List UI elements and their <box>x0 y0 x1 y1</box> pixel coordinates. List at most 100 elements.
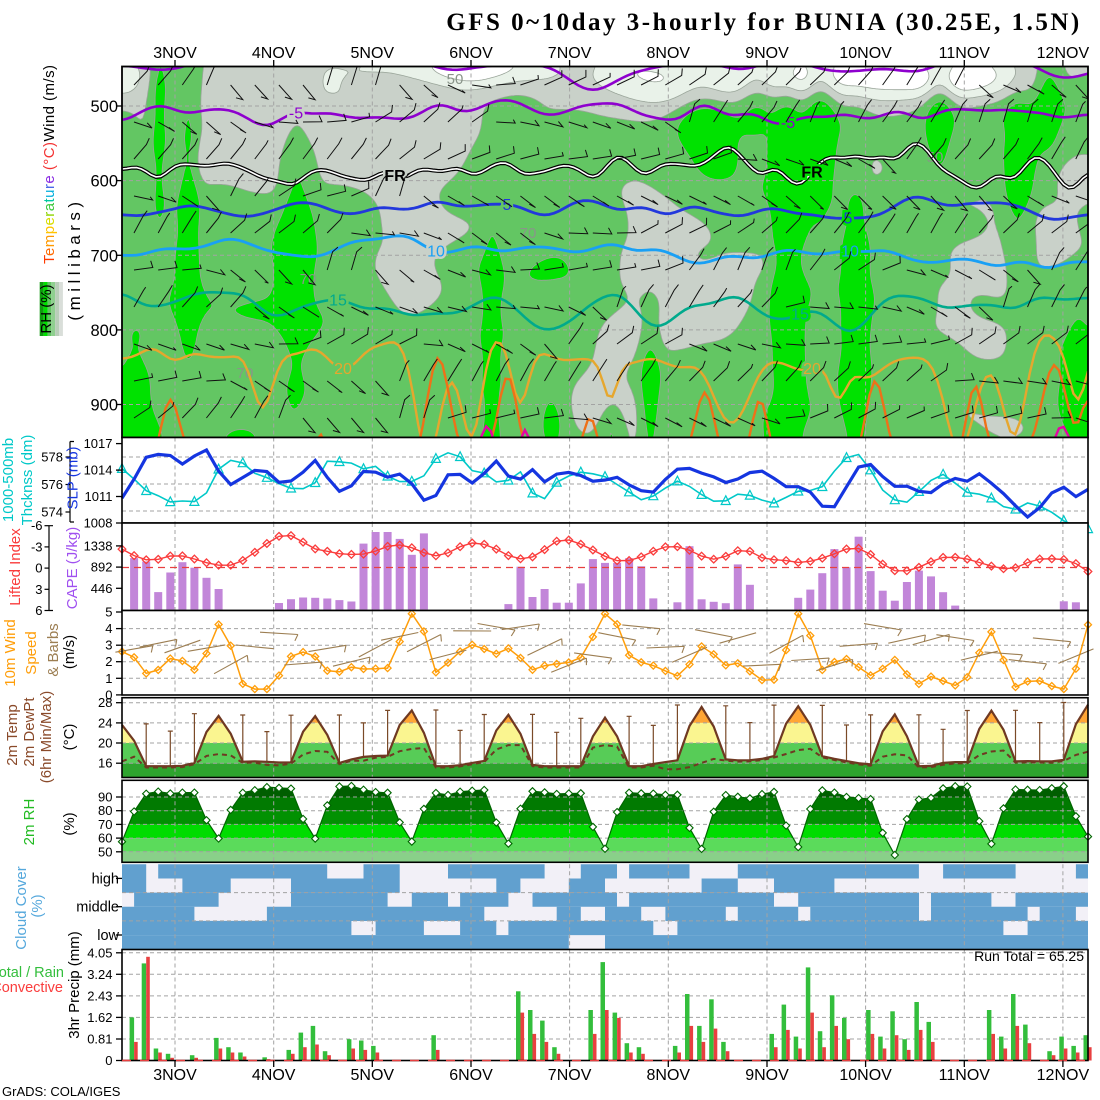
svg-text:0.81: 0.81 <box>87 1032 112 1047</box>
svg-text:GFS 0~10day 3-hourly for BUNIA: GFS 0~10day 3-hourly for BUNIA (30.25E, … <box>446 9 1082 36</box>
svg-text:7NOV: 7NOV <box>548 45 592 62</box>
svg-text:(millibars): (millibars) <box>65 197 84 320</box>
svg-text:-3: -3 <box>31 539 43 554</box>
svg-text:6NOV: 6NOV <box>449 1067 493 1084</box>
svg-text:1: 1 <box>105 671 112 686</box>
svg-text:80: 80 <box>98 803 112 818</box>
svg-text:9NOV: 9NOV <box>745 45 789 62</box>
svg-text:574: 574 <box>41 505 63 520</box>
svg-text:2.43: 2.43 <box>87 988 112 1003</box>
svg-text:60: 60 <box>98 831 112 846</box>
svg-text:FR: FR <box>384 168 406 185</box>
svg-text:8NOV: 8NOV <box>647 1067 691 1084</box>
svg-text:28: 28 <box>98 695 112 710</box>
svg-text:4.05: 4.05 <box>87 945 112 960</box>
svg-text:0: 0 <box>105 1053 112 1068</box>
svg-text:10: 10 <box>427 244 445 261</box>
svg-text:2m RH: 2m RH <box>21 799 38 846</box>
svg-text:12NOV: 12NOV <box>1037 1067 1090 1084</box>
svg-text:578: 578 <box>41 450 63 465</box>
svg-text:700: 700 <box>90 247 118 265</box>
svg-text:600: 600 <box>90 173 118 191</box>
svg-text:9NOV: 9NOV <box>745 1067 789 1084</box>
svg-text:3: 3 <box>105 638 112 653</box>
svg-text:Cloud Cover: Cloud Cover <box>13 866 30 949</box>
svg-text:5: 5 <box>844 211 853 228</box>
svg-text:576: 576 <box>41 477 63 492</box>
svg-text:Convective: Convective <box>0 980 63 996</box>
svg-text:10m Wind: 10m Wind <box>2 619 19 687</box>
svg-text:16: 16 <box>98 756 112 771</box>
svg-text:446: 446 <box>91 581 113 596</box>
svg-text:12NOV: 12NOV <box>1037 45 1090 62</box>
svg-text:2m DewPt: 2m DewPt <box>21 697 38 767</box>
svg-text:7NOV: 7NOV <box>548 1067 592 1084</box>
svg-text:5: 5 <box>105 605 112 620</box>
svg-text:10NOV: 10NOV <box>839 1067 892 1084</box>
svg-text:Lifted Index: Lifted Index <box>7 528 24 606</box>
svg-text:Thcknss (dm): Thcknss (dm) <box>19 435 36 526</box>
svg-text:Temperature (°C)Wind (m/s): Temperature (°C)Wind (m/s) <box>41 65 58 264</box>
svg-text:1000-500mb: 1000-500mb <box>0 438 17 522</box>
svg-text:4: 4 <box>105 621 112 636</box>
svg-text:24: 24 <box>98 715 112 730</box>
svg-text:20: 20 <box>803 361 821 378</box>
svg-text:(°C): (°C) <box>61 724 78 751</box>
svg-text:70: 70 <box>520 225 537 242</box>
svg-text:0: 0 <box>105 687 112 702</box>
svg-text:2m Temp: 2m Temp <box>4 704 21 765</box>
svg-text:Speed: Speed <box>23 631 40 674</box>
svg-text:-5: -5 <box>289 106 303 123</box>
svg-text:70: 70 <box>98 817 112 832</box>
svg-text:6NOV: 6NOV <box>449 45 493 62</box>
svg-text:10NOV: 10NOV <box>839 45 892 62</box>
svg-text:3NOV: 3NOV <box>153 45 197 62</box>
svg-text:11NOV: 11NOV <box>939 1067 991 1084</box>
svg-text:50: 50 <box>98 844 112 859</box>
svg-text:15: 15 <box>791 307 809 324</box>
svg-text:500: 500 <box>90 98 118 116</box>
svg-text:70: 70 <box>300 271 317 288</box>
svg-text:11NOV: 11NOV <box>939 45 991 62</box>
svg-text:0: 0 <box>35 561 42 576</box>
svg-text:50: 50 <box>447 71 464 88</box>
svg-text:4NOV: 4NOV <box>252 1067 296 1084</box>
svg-text:3: 3 <box>35 582 42 597</box>
svg-text:low: low <box>97 928 119 944</box>
svg-text:1014: 1014 <box>84 463 113 478</box>
svg-text:FR: FR <box>801 165 823 182</box>
svg-text:-6: -6 <box>31 518 43 533</box>
svg-text:Run Total = 65.25: Run Total = 65.25 <box>974 948 1084 964</box>
svg-text:900: 900 <box>90 397 118 415</box>
svg-text:-5: -5 <box>781 115 795 132</box>
svg-text:1008: 1008 <box>84 516 113 531</box>
svg-text:high: high <box>92 871 119 887</box>
svg-text:800: 800 <box>90 322 118 340</box>
svg-text:5: 5 <box>503 197 512 214</box>
svg-text:middle: middle <box>76 900 119 916</box>
svg-text:3NOV: 3NOV <box>153 1067 197 1084</box>
svg-text:3.24: 3.24 <box>87 967 112 982</box>
svg-text:1017: 1017 <box>84 436 113 451</box>
svg-text:(%): (%) <box>29 894 46 917</box>
svg-text:5NOV: 5NOV <box>351 1067 395 1084</box>
svg-text:SLP (mb): SLP (mb) <box>65 446 82 509</box>
svg-text:4NOV: 4NOV <box>252 45 296 62</box>
svg-text:1338: 1338 <box>84 538 113 553</box>
svg-text:(%): (%) <box>61 812 78 835</box>
svg-text:& Barbs: & Barbs <box>45 623 62 676</box>
svg-text:20: 20 <box>334 361 352 378</box>
svg-text:CAPE (J/kg): CAPE (J/kg) <box>64 527 81 610</box>
svg-text:10: 10 <box>841 244 859 261</box>
svg-text:20: 20 <box>98 736 112 751</box>
svg-text:1011: 1011 <box>85 489 113 504</box>
svg-text:GrADS: COLA/IGES: GrADS: COLA/IGES <box>2 1084 121 1099</box>
svg-text:15: 15 <box>329 293 347 310</box>
svg-text:8NOV: 8NOV <box>647 45 691 62</box>
svg-text:RH (%): RH (%) <box>38 284 55 333</box>
svg-text:1.62: 1.62 <box>87 1010 112 1025</box>
svg-text:5NOV: 5NOV <box>351 45 395 62</box>
svg-text:6: 6 <box>35 603 42 618</box>
svg-text:3hr Precip (mm): 3hr Precip (mm) <box>66 931 83 1039</box>
svg-text:(m/s): (m/s) <box>61 635 78 669</box>
